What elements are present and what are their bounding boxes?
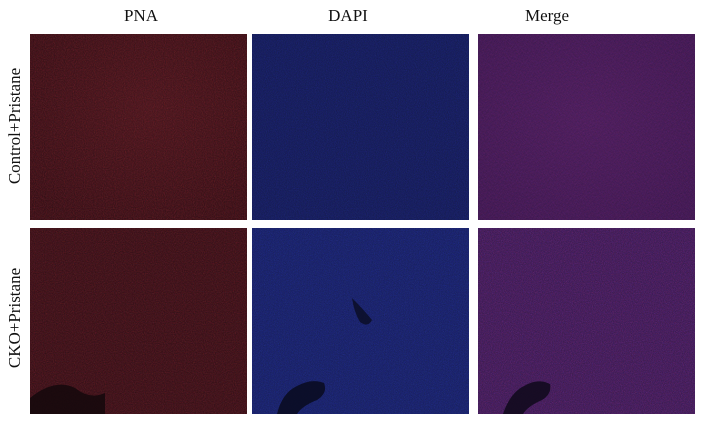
row-label-cko: CKO+Pristane — [5, 267, 24, 369]
column-header-pna: PNA — [123, 6, 158, 25]
column-header-dapi: DAPI — [328, 6, 368, 25]
micrograph-control-dapi — [252, 34, 469, 220]
column-header-merge: Merge — [524, 6, 570, 25]
micrograph-cko-merge — [478, 228, 695, 414]
micrograph-cko-pna — [30, 228, 247, 414]
micrograph-cko-dapi — [252, 228, 469, 414]
micrograph-control-pna — [30, 34, 247, 220]
row-label-control: Control+Pristane — [5, 67, 24, 185]
micrograph-control-merge — [478, 34, 695, 220]
